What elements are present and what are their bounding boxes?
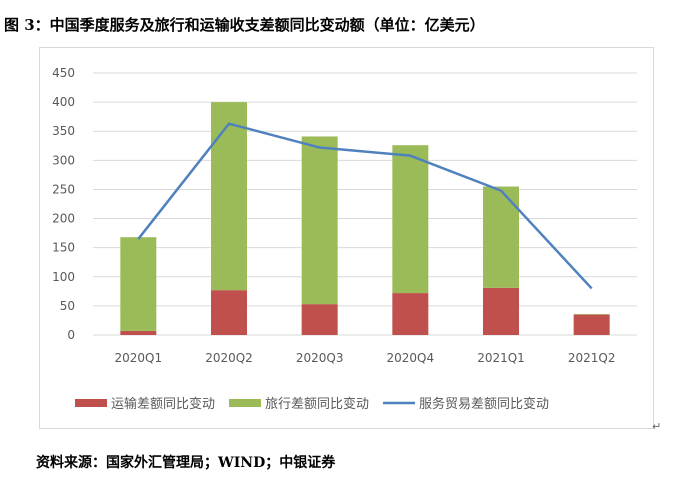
bar-travel: [483, 186, 519, 288]
gridlines: [93, 72, 637, 336]
y-axis-ticks: 0 50 100 150 200 250 300 350 400 450: [52, 66, 75, 342]
bar-transport: [301, 304, 338, 335]
bar-transport: [392, 293, 429, 335]
y-tick-label: 450: [52, 66, 75, 80]
legend-label: 旅行差额同比变动: [265, 396, 369, 412]
bars: [120, 102, 610, 335]
legend-label: 服务贸易差额同比变动: [419, 396, 549, 412]
y-tick-label: 0: [67, 328, 75, 342]
y-tick-label: 350: [52, 124, 75, 138]
x-tick-label: 2021Q1: [477, 351, 525, 365]
legend-label: 运输差额同比变动: [111, 396, 215, 412]
source-note: 资料来源：国家外汇管理局；WIND；中银证券: [36, 455, 336, 471]
bar-transport: [120, 330, 157, 335]
chart: 0 50 100 150 200 250 300 350 400 450 2020Q1 2020Q2…: [52, 66, 637, 412]
x-axis-ticks: 2020Q1 2020Q2 2020Q3 2020Q4 2021Q1 2021Q2: [115, 351, 616, 365]
legend-swatch: [75, 399, 107, 407]
y-tick-label: 150: [52, 241, 75, 255]
chart-frame: [39, 47, 654, 429]
x-tick-label: 2020Q3: [296, 351, 344, 365]
y-tick-label: 200: [52, 212, 75, 226]
bar-travel: [301, 136, 338, 305]
y-tick-label: 400: [52, 95, 75, 109]
bar-travel: [120, 237, 157, 331]
bar-transport: [483, 287, 519, 335]
y-tick-label: 100: [52, 270, 75, 284]
bar-travel: [573, 314, 610, 315]
figure-title: 图 3：中国季度服务及旅行和运输收支差额同比变动额（单位：亿美元）: [4, 16, 485, 34]
y-tick-label: 250: [52, 182, 75, 196]
y-tick-label: 50: [60, 299, 75, 313]
bar-transport: [211, 290, 247, 335]
paragraph-mark-icon: ↵: [652, 420, 662, 433]
x-tick-label: 2020Q2: [205, 351, 253, 365]
y-tick-label: 300: [52, 153, 75, 167]
bar-transport: [573, 314, 610, 335]
bar-travel: [392, 145, 429, 294]
legend: 运输差额同比变动 旅行差额同比变动 服务贸易差额同比变动: [75, 396, 549, 412]
bar-travel: [211, 102, 247, 291]
line-service: [137, 122, 593, 290]
x-tick-label: 2020Q1: [115, 351, 163, 365]
service-line: [137, 122, 593, 290]
legend-swatch: [229, 399, 261, 407]
x-tick-label: 2021Q2: [568, 351, 616, 365]
x-tick-label: 2020Q4: [387, 351, 435, 365]
